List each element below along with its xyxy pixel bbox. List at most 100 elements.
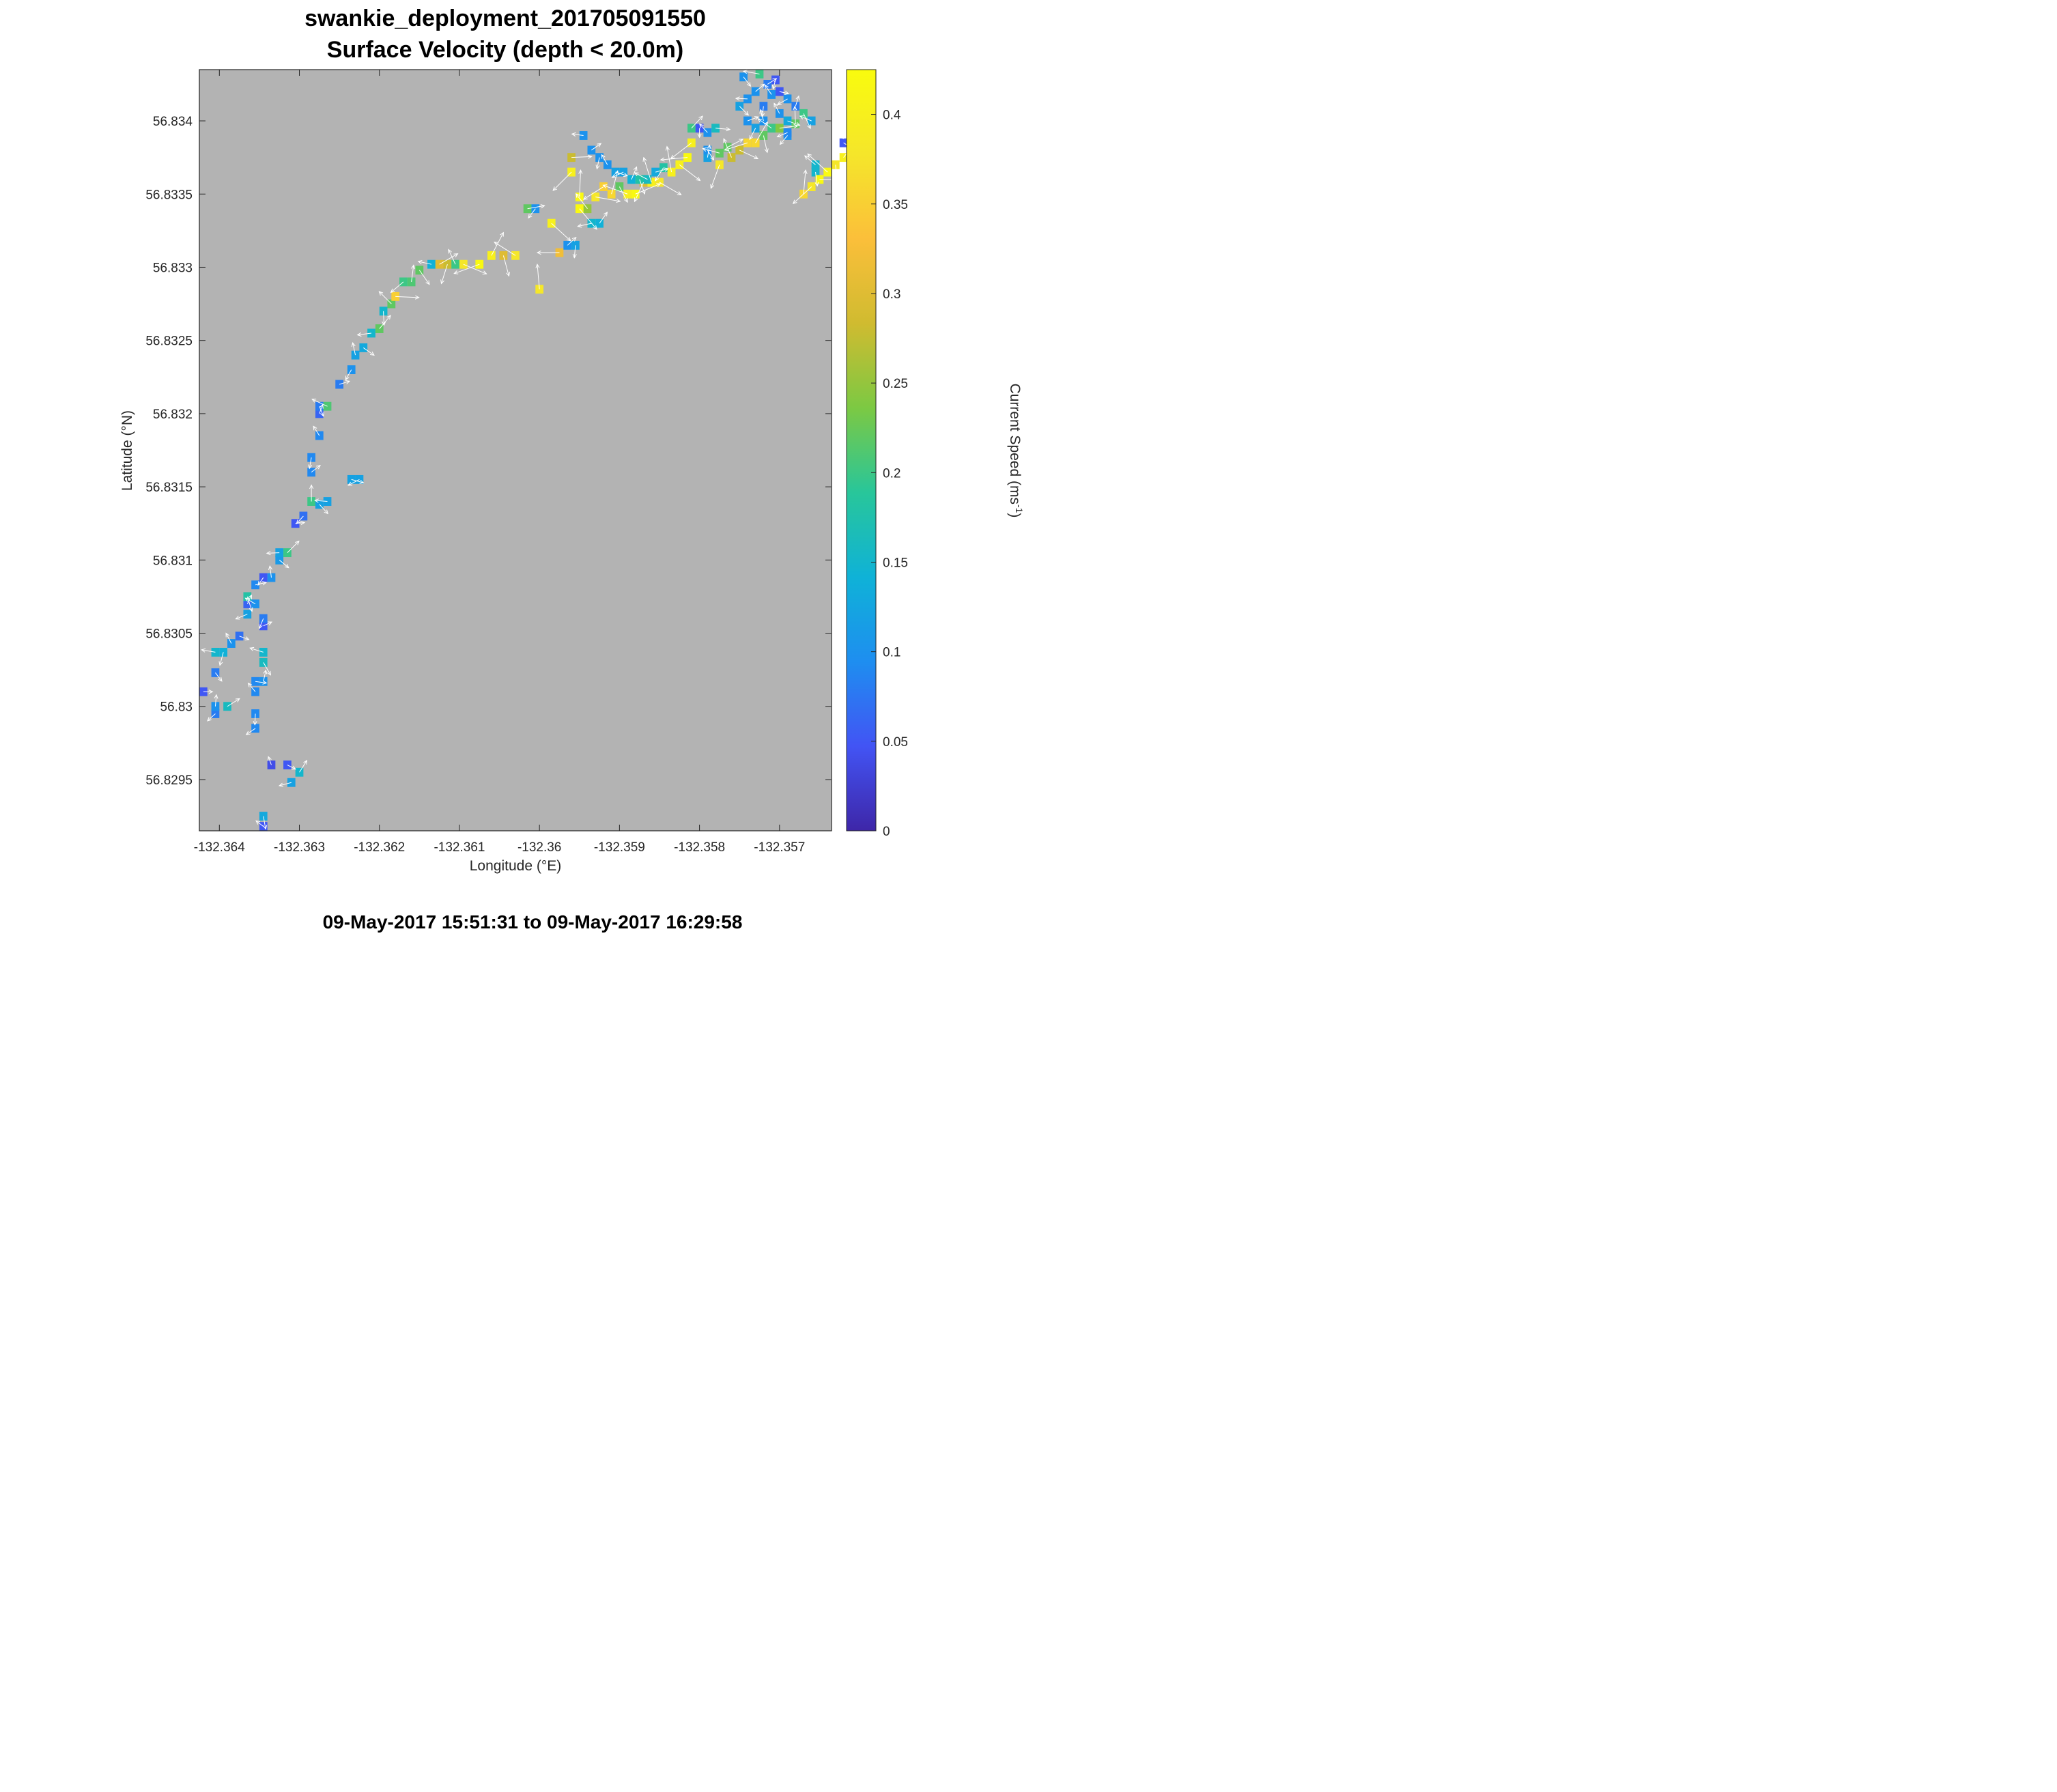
velocity-arrow — [502, 255, 509, 276]
heatmap-cell — [291, 519, 300, 528]
velocity-arrow — [440, 264, 448, 284]
velocity-arrow — [454, 264, 480, 274]
velocity-arrow-head — [793, 105, 797, 111]
velocity-arrow-head — [313, 425, 317, 431]
velocity-arrow — [571, 133, 584, 136]
heatmap-cell — [355, 474, 364, 484]
velocity-arrow — [266, 552, 280, 554]
x-tick-label: -132.358 — [674, 840, 725, 855]
velocity-arrow-head — [707, 144, 711, 150]
velocity-arrow — [634, 172, 648, 180]
velocity-arrow-head — [262, 581, 268, 586]
velocity-arrow — [603, 184, 628, 195]
velocity-arrow — [670, 142, 692, 159]
velocity-arrow-head — [296, 520, 301, 524]
colorbar-tick-label: 0.4 — [883, 109, 901, 123]
heatmap-cell — [807, 116, 816, 126]
y-tick-label: 56.8325 — [145, 335, 193, 349]
velocity-arrow — [591, 143, 601, 151]
velocity-arrow — [573, 245, 576, 258]
velocity-arrow-head — [247, 682, 253, 687]
velocity-arrow-head — [634, 197, 638, 203]
colorbar-tick-label: 0.15 — [883, 556, 908, 570]
velocity-arrow-head — [255, 820, 261, 825]
velocity-arrow — [352, 343, 356, 356]
velocity-arrow — [528, 208, 536, 218]
colorbar-label-end: ) — [1007, 513, 1023, 517]
x-tick-label: -132.359 — [594, 840, 645, 855]
y-tick-label: 56.833 — [153, 261, 193, 275]
velocity-arrow-head — [774, 102, 778, 108]
velocity-arrow — [207, 713, 216, 722]
time-range-footer: 09-May-2017 15:51:31 to 09-May-2017 16:2… — [322, 911, 743, 933]
velocity-arrow — [727, 139, 743, 148]
velocity-arrow-head — [324, 509, 329, 515]
velocity-arrow — [815, 172, 818, 186]
velocity-arrow-head — [320, 403, 324, 409]
velocity-arrow — [287, 541, 300, 553]
velocity-arrow — [739, 150, 758, 159]
colorbar-tick-label: 0.1 — [883, 646, 900, 660]
velocity-arrow-head — [754, 155, 759, 160]
velocity-arrow — [619, 186, 628, 203]
velocity-arrow-head — [540, 204, 545, 209]
velocity-arrow-head — [595, 165, 600, 170]
velocity-arrow-head — [698, 115, 703, 120]
velocity-arrow — [236, 614, 248, 620]
velocity-arrow-head — [659, 157, 665, 162]
velocity-arrow — [319, 404, 324, 414]
velocity-arrow-head — [759, 109, 764, 114]
velocity-arrow — [347, 479, 360, 486]
velocity-arrow — [691, 115, 703, 129]
velocity-arrow-head — [386, 315, 391, 320]
velocity-arrow-head — [754, 116, 759, 120]
velocity-arrow-head — [792, 199, 797, 205]
velocity-arrow-head — [670, 154, 675, 160]
velocity-arrow — [319, 504, 328, 514]
heatmap-cell — [647, 177, 656, 187]
velocity-arrow — [268, 756, 272, 765]
velocity-arrow — [755, 83, 765, 92]
velocity-arrow-head — [757, 118, 763, 123]
colorbar-tick-label: 0.25 — [883, 377, 908, 391]
heatmap-cell — [727, 153, 736, 162]
velocity-arrow — [567, 237, 577, 246]
velocity-arrow — [551, 223, 571, 242]
velocity-arrow-head — [262, 680, 268, 685]
velocity-arrow-head — [677, 191, 682, 195]
velocity-arrow — [255, 681, 267, 683]
velocity-arrow-head — [414, 295, 420, 300]
velocity-arrow-head — [633, 166, 638, 171]
velocity-arrow — [296, 515, 304, 524]
velocity-arrow-head — [308, 464, 313, 470]
velocity-arrow-head — [724, 147, 729, 152]
velocity-arrows — [201, 70, 860, 830]
velocity-arrow-head — [214, 694, 218, 699]
velocity-arrow — [263, 662, 271, 676]
velocity-arrow-head — [776, 101, 782, 105]
colorbar-tick-label: 0.35 — [883, 198, 908, 212]
heatmap-cell — [315, 431, 324, 440]
y-tick-label: 56.8305 — [145, 627, 193, 642]
colorbar-tick-label: 0.3 — [883, 287, 900, 302]
velocity-arrow — [527, 205, 545, 210]
heatmap-cell — [839, 153, 848, 162]
y-axis-label: Latitude (°N) — [119, 410, 135, 491]
heatmap-cell — [219, 647, 228, 657]
velocity-arrow-head — [208, 689, 214, 694]
velocity-arrow-head — [655, 176, 659, 182]
velocity-arrow-head — [839, 134, 845, 139]
heatmap-cell — [459, 259, 468, 269]
velocity-arrow — [315, 500, 328, 502]
velocity-arrow-head — [804, 155, 809, 160]
velocity-arrow — [767, 78, 777, 85]
heatmap-cell — [367, 328, 375, 338]
heatmap-cell — [759, 116, 768, 126]
velocity-arrow — [215, 672, 223, 682]
y-tick-label: 56.8295 — [145, 773, 193, 788]
velocity-arrow-head — [528, 214, 533, 219]
heatmap-cell — [587, 145, 596, 155]
velocity-arrow — [643, 157, 652, 183]
velocity-arrow-head — [601, 154, 606, 159]
velocity-arrow-head — [345, 375, 350, 381]
